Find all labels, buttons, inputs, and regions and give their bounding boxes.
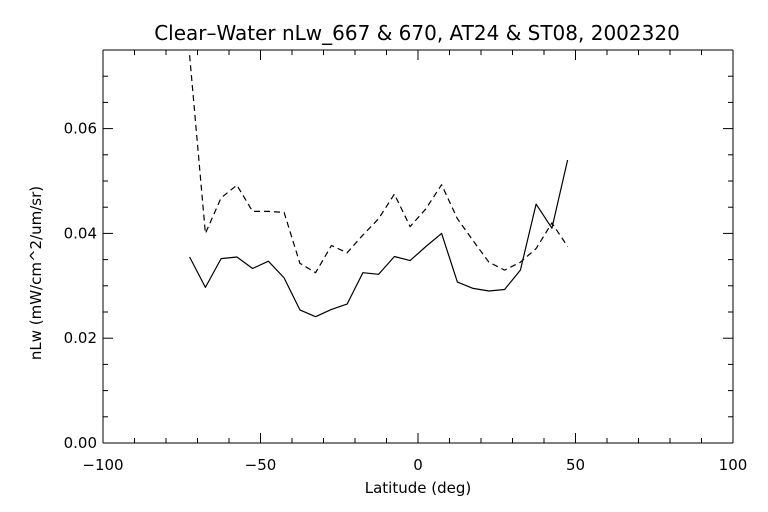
chart-title: Clear–Water nLw_667 & 670, AT24 & ST08, … <box>154 21 680 45</box>
x-tick-label: 0 <box>413 456 423 474</box>
y-axis-label: nLw (mW/cm^2/um/sr) <box>27 186 45 360</box>
x-tick-label: −50 <box>245 456 277 474</box>
y-tick-label: 0.02 <box>64 329 97 347</box>
y-tick-label: 0.06 <box>64 120 97 138</box>
y-tick-label: 0.00 <box>64 434 97 452</box>
x-axis-label: Latitude (deg) <box>365 479 471 497</box>
series-line-solid <box>189 159 569 318</box>
x-axis-ticks: −100 −50 0 50 100 <box>82 50 747 474</box>
y-tick-label: 0.04 <box>64 224 97 242</box>
series-line-dashed <box>189 55 569 274</box>
series-layer <box>189 55 569 318</box>
x-tick-label: −100 <box>82 456 123 474</box>
x-tick-label: 50 <box>566 456 585 474</box>
y-axis-ticks: 0.00 0.02 0.04 0.06 <box>64 49 733 452</box>
x-tick-label: 100 <box>719 456 748 474</box>
plot-frame <box>102 49 734 444</box>
